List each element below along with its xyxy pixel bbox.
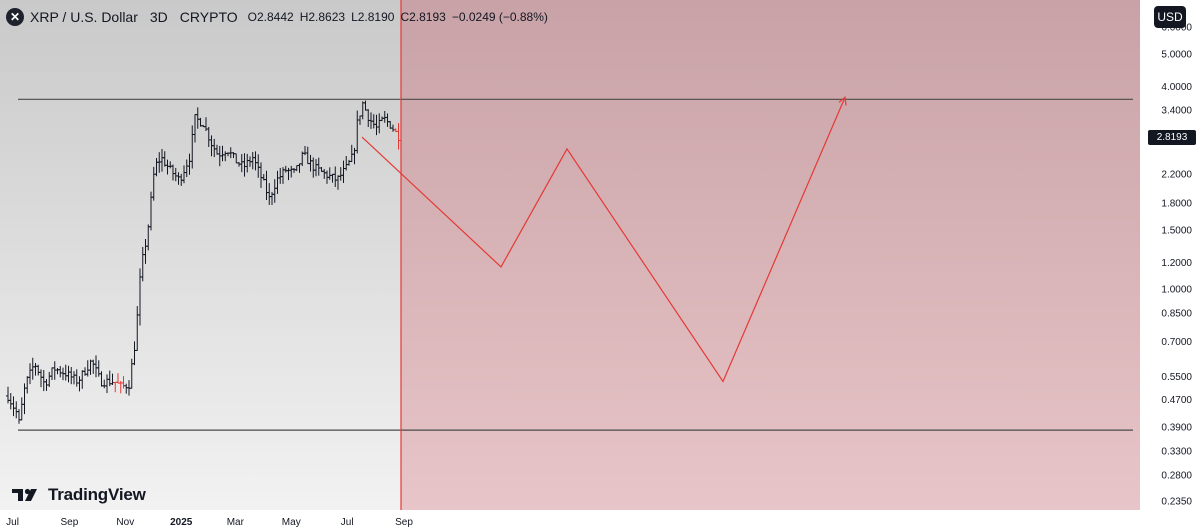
price-axis-background <box>1140 0 1200 531</box>
y-tick-label-10: 0.8500 <box>1161 308 1192 319</box>
y-tick-label-15: 0.3300 <box>1161 447 1192 458</box>
y-tick-label-14: 0.3900 <box>1161 422 1192 433</box>
y-tick-label-12: 0.5500 <box>1161 372 1192 383</box>
y-tick-label-16: 0.2800 <box>1161 471 1192 482</box>
y-tick-label-4: 3.4000 <box>1161 106 1192 117</box>
projection-arrowhead <box>838 96 847 106</box>
projection-zone <box>401 0 1140 510</box>
high-label: H <box>299 10 309 24</box>
close-value: 2.8193 <box>409 10 446 24</box>
y-tick-label-13: 0.4700 <box>1161 395 1192 406</box>
x-tick-label-7: Jul <box>341 517 354 528</box>
last-price-tag: 2.8193 <box>1148 129 1196 145</box>
projection-path-line <box>361 97 846 383</box>
change-value: −0.0249 (−0.88%) <box>451 10 548 24</box>
xrp-logo-icon: ✕ <box>6 8 24 26</box>
ohlc-values: O2.8442 H2.8623 L2.8190 C2.8193 −0.0249 … <box>248 10 548 24</box>
exchange-label: CRYPTO <box>179 9 238 25</box>
tradingview-mark-icon <box>12 488 37 501</box>
close-label: C <box>400 10 410 24</box>
low-value: 2.8190 <box>357 10 395 24</box>
chart-legend-header: ✕ XRP / U.S. Dollar 3D CRYPTO O2.8442 H2… <box>6 6 548 28</box>
y-tick-label-9: 1.0000 <box>1161 285 1192 296</box>
y-tick-label-2: 5.0000 <box>1161 49 1192 60</box>
y-tick-label-6: 1.8000 <box>1161 199 1192 210</box>
y-tick-label-5: 2.2000 <box>1161 169 1192 180</box>
time-axis-background <box>0 510 1200 531</box>
open-value: 2.8442 <box>256 10 294 24</box>
x-tick-label-4: 2025 <box>170 517 193 528</box>
y-tick-label-3: 4.0000 <box>1161 82 1192 93</box>
x-tick-label-6: May <box>282 517 301 528</box>
y-tick-label-17: 0.2350 <box>1161 496 1192 507</box>
low-label: L <box>351 10 358 24</box>
high-value: 2.8623 <box>308 10 346 24</box>
x-tick-label-8: Sep <box>395 517 413 528</box>
x-tick-label-1: Jul <box>6 517 19 528</box>
open-label: O <box>247 10 257 24</box>
x-tick-label-2: Sep <box>61 517 79 528</box>
currency-button[interactable]: USD <box>1154 6 1186 28</box>
y-tick-label-1: 6.0000 <box>1161 23 1192 34</box>
symbol-title[interactable]: XRP / U.S. Dollar <box>30 9 138 25</box>
ohlc-bar-143 <box>396 123 401 150</box>
tradingview-wordmark: TradingView <box>48 485 146 504</box>
y-tick-label-7: 1.5000 <box>1161 225 1192 236</box>
timeframe-label[interactable]: 3D <box>149 9 168 25</box>
y-tick-label-11: 0.7000 <box>1161 337 1192 348</box>
x-tick-label-3: Nov <box>116 517 134 528</box>
y-tick-label-8: 1.2000 <box>1161 258 1192 269</box>
x-tick-label-5: Mar <box>227 517 245 528</box>
tradingview-logo[interactable]: TradingView <box>12 484 146 506</box>
